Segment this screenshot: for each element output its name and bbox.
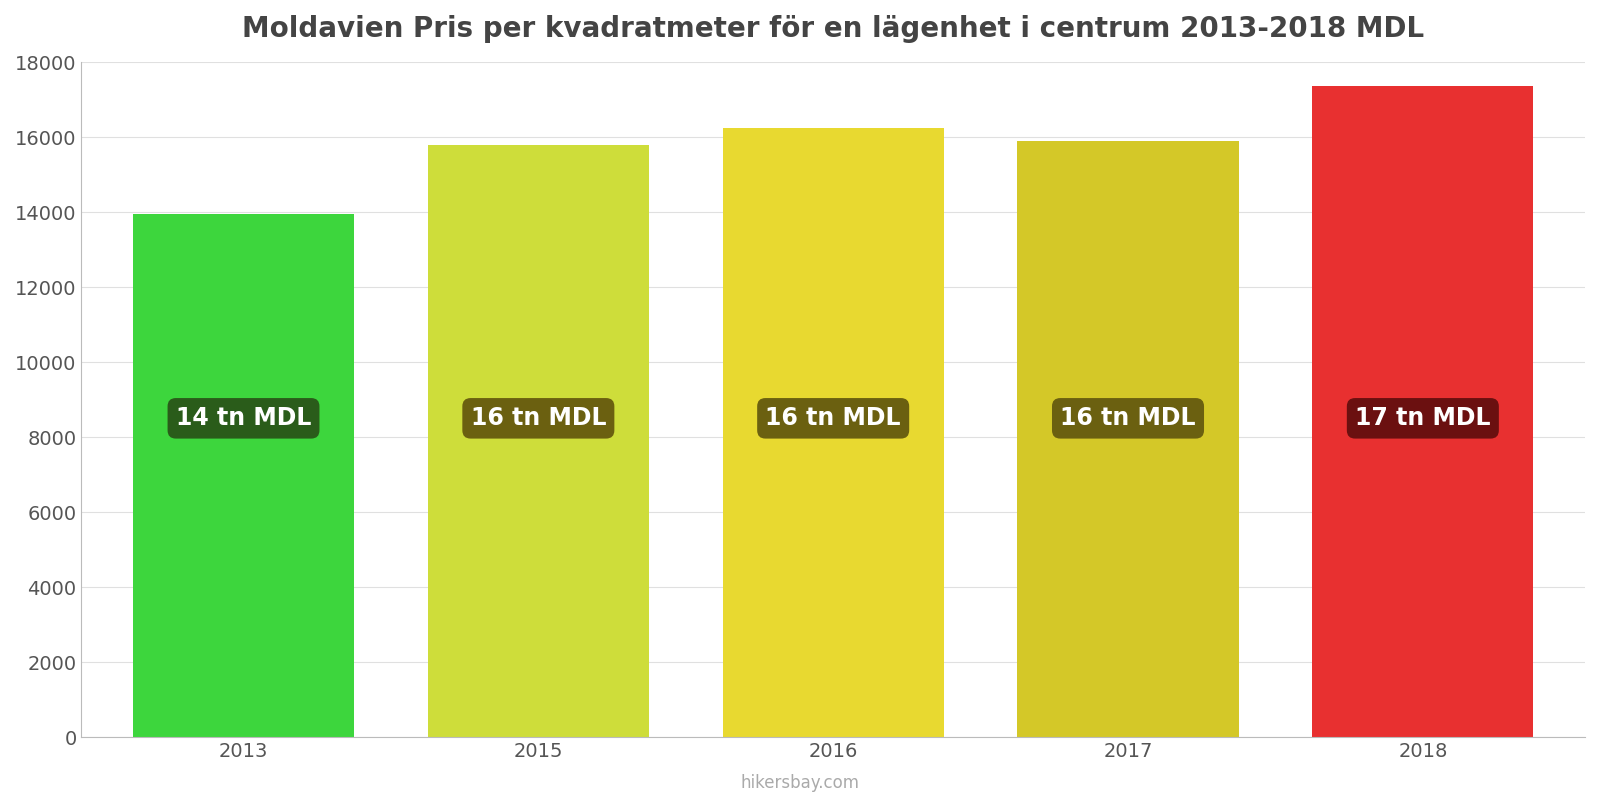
- Title: Moldavien Pris per kvadratmeter för en lägenhet i centrum 2013-2018 MDL: Moldavien Pris per kvadratmeter för en l…: [242, 15, 1424, 43]
- Text: 17 tn MDL: 17 tn MDL: [1355, 406, 1491, 430]
- Bar: [1018, 141, 1238, 737]
- Bar: [1312, 86, 1533, 737]
- Text: 16 tn MDL: 16 tn MDL: [1061, 406, 1195, 430]
- Text: 14 tn MDL: 14 tn MDL: [176, 406, 312, 430]
- Bar: [427, 145, 650, 737]
- Text: 16 tn MDL: 16 tn MDL: [765, 406, 901, 430]
- Bar: [723, 128, 944, 737]
- Text: 16 tn MDL: 16 tn MDL: [470, 406, 606, 430]
- Text: hikersbay.com: hikersbay.com: [741, 774, 859, 792]
- Bar: [133, 214, 354, 737]
